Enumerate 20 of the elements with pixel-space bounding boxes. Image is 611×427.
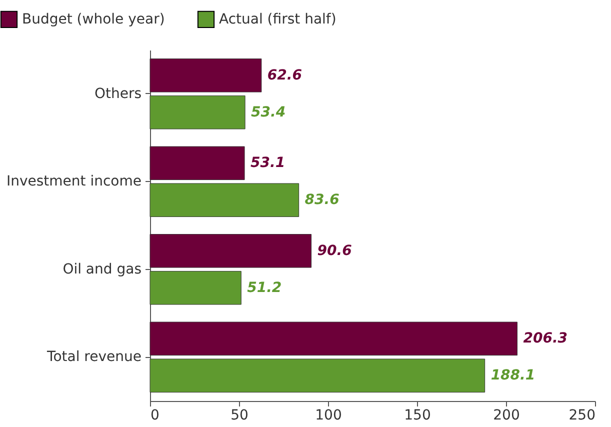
legend-label: Actual (first half) xyxy=(219,11,336,28)
data-label: 53.1 xyxy=(250,155,286,172)
x-tick-label: 100 xyxy=(315,408,342,424)
data-label: 83.6 xyxy=(304,192,340,208)
data-label: 206.3 xyxy=(523,330,568,347)
y-tick-label: Total revenue xyxy=(46,349,142,366)
x-tick-label: 200 xyxy=(493,408,520,424)
data-label: 90.6 xyxy=(317,242,352,259)
y-tick-label: Oil and gas xyxy=(62,261,142,278)
data-label: 53.4 xyxy=(251,104,286,120)
x-tick-label: 0 xyxy=(150,408,160,424)
data-label: 188.1 xyxy=(490,368,536,384)
x-tick-label: 250 xyxy=(568,408,596,424)
legend-label: Budget (whole year) xyxy=(22,11,165,28)
data-label: 51.2 xyxy=(247,280,282,296)
y-tick-label: Investment income xyxy=(6,174,142,190)
data-label: 62.6 xyxy=(267,67,302,84)
x-tick-label: 50 xyxy=(230,408,248,424)
y-tick-label: Others xyxy=(94,86,142,102)
x-tick-label: 150 xyxy=(404,408,431,424)
